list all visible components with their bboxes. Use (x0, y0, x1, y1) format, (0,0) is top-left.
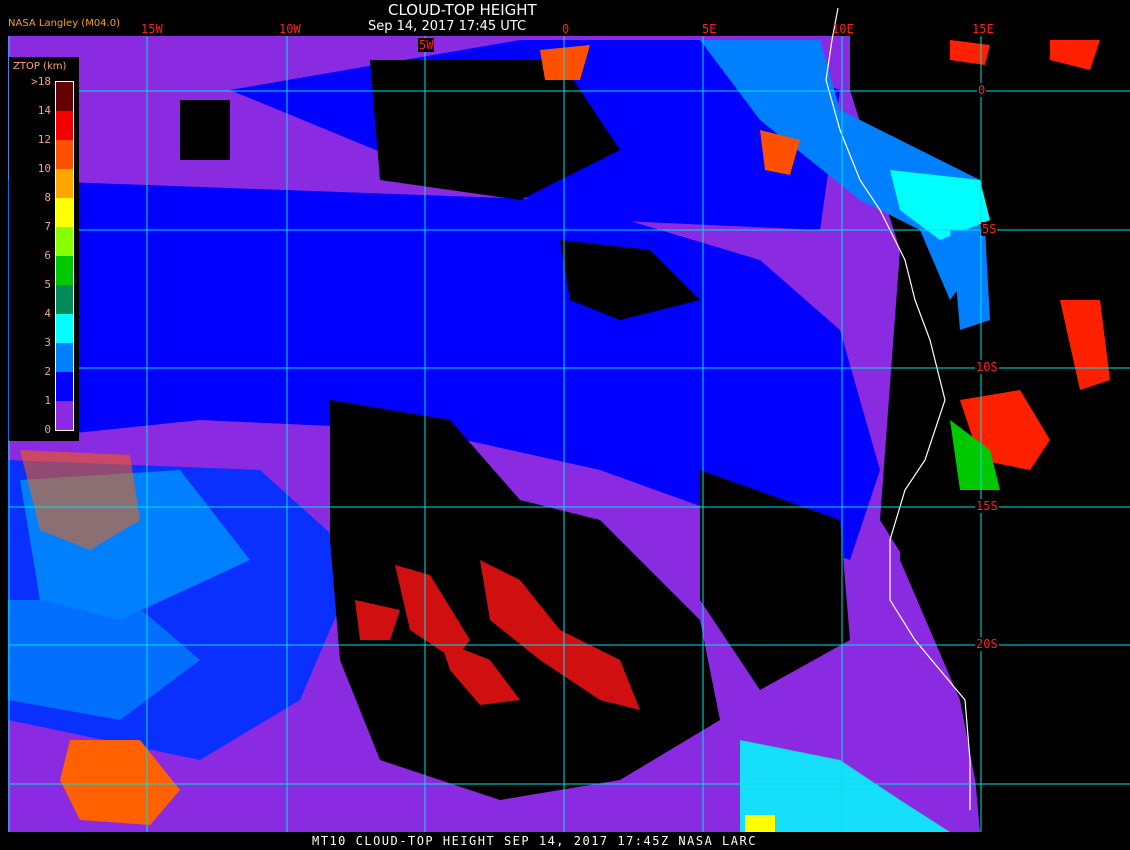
coastline (825, 7, 971, 810)
legend-tick-label: 5 (44, 278, 51, 291)
legend-tick-label: 7 (44, 220, 51, 233)
legend-swatch (56, 198, 73, 227)
legend-swatch (56, 343, 73, 372)
legend-tick-label: 3 (44, 336, 51, 349)
cloud-band (8, 600, 200, 720)
lat-label: 5S (981, 222, 998, 236)
map-title: CLOUD-TOP HEIGHT (388, 1, 537, 19)
legend-swatch (56, 372, 73, 401)
lon-label: 10W (279, 22, 301, 36)
legend-color-bar (55, 81, 74, 431)
lon-label: 15E (972, 22, 994, 36)
deep-convection (395, 565, 470, 660)
legend-tick-label: 1 (44, 394, 51, 407)
legend-tick-label: 8 (44, 191, 51, 204)
cloud-field (8, 36, 1130, 832)
deep-convection (950, 40, 990, 65)
lat-label: 20S (975, 637, 999, 651)
legend-tick-label: 4 (44, 307, 51, 320)
deep-convection (440, 640, 520, 705)
legend-swatch (56, 285, 73, 314)
deep-convection (745, 815, 775, 832)
lon-label: 10E (832, 22, 854, 36)
lat-lon-grid (8, 36, 1130, 832)
clear-patch (700, 470, 850, 690)
legend-swatch (56, 82, 73, 111)
lat-label: 10S (975, 360, 999, 374)
credit-label: NASA Langley (M04.0) (8, 18, 120, 29)
deep-convection (760, 130, 800, 175)
deep-convection (355, 600, 400, 640)
legend-tick-label: 14 (37, 104, 51, 117)
legend-tick-label: 0 (44, 423, 51, 436)
footer-caption: MT10 CLOUD-TOP HEIGHT SEP 14, 2017 17:45… (312, 834, 757, 848)
legend-title: ZTOP (km) (13, 61, 67, 72)
clear-patch (180, 100, 230, 160)
cloud-band (890, 170, 990, 240)
map-timestamp: Sep 14, 2017 17:45 UTC (368, 19, 527, 34)
legend-swatch (56, 314, 73, 343)
legend-swatch (56, 227, 73, 256)
deep-convection (540, 45, 590, 80)
lon-label: 15W (141, 22, 163, 36)
lon-label: 0 (562, 22, 570, 36)
legend-swatch (56, 256, 73, 285)
deep-convection (1050, 40, 1100, 70)
legend-swatch (56, 140, 73, 169)
deep-convection (60, 740, 180, 825)
legend-tick-label: 6 (44, 249, 51, 262)
legend-swatch (56, 111, 73, 140)
deep-convection (480, 560, 640, 710)
lon-label: 5E (702, 22, 717, 36)
clear-patch (370, 60, 620, 200)
legend-tick-label: >18 (31, 75, 51, 88)
lat-label: 0 (977, 83, 987, 97)
deep-convection (20, 450, 140, 550)
color-legend: ZTOP (km) >18 14 12 10 8 7 6 5 4 3 2 1 0 (9, 57, 79, 441)
clear-patch (560, 240, 700, 320)
convection-mid (950, 420, 1000, 490)
cloud-band (700, 40, 980, 300)
lon-label: 5W (418, 38, 435, 52)
legend-swatch (56, 169, 73, 198)
legend-tick-label: 12 (37, 133, 51, 146)
legend-swatch (56, 401, 73, 430)
cloud-band (950, 230, 990, 330)
legend-tick-label: 2 (44, 365, 51, 378)
cloud-band (740, 740, 950, 832)
lat-label: 15S (975, 499, 999, 513)
legend-tick-label: 10 (37, 162, 51, 175)
